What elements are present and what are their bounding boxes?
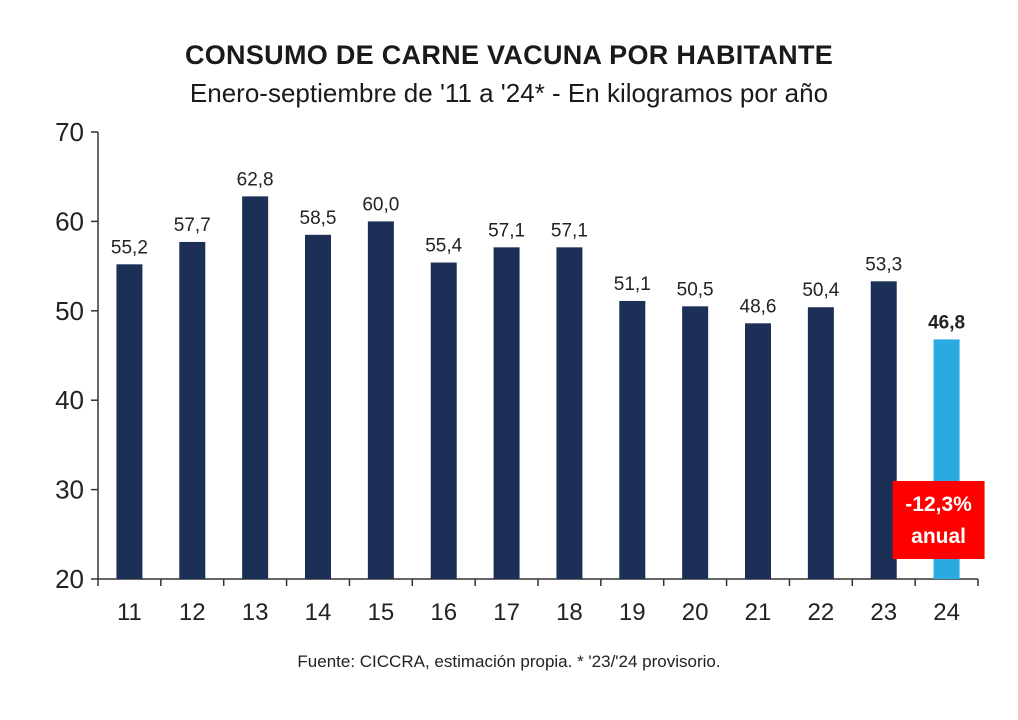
x-tick-label: 18 bbox=[556, 599, 583, 626]
bar bbox=[870, 281, 897, 579]
bar bbox=[242, 196, 269, 580]
x-tick-label: 12 bbox=[179, 599, 206, 626]
x-tick-label: 21 bbox=[745, 599, 772, 626]
y-axis: 20 30 40 50 60 70 bbox=[55, 117, 99, 594]
annotation-percent: -12,3% bbox=[905, 493, 972, 516]
bar bbox=[430, 262, 457, 579]
x-tick-label: 11 bbox=[117, 599, 142, 626]
data-label: 50,5 bbox=[677, 279, 714, 300]
x-tick-label: 24 bbox=[933, 599, 960, 626]
data-label: 57,7 bbox=[174, 215, 211, 236]
source-note: Fuente: CICCRA, estimación propia. * '23… bbox=[297, 652, 721, 671]
annual-change-annotation: -12,3% anual bbox=[892, 481, 985, 559]
data-label: 48,6 bbox=[740, 296, 777, 317]
y-tick-label: 50 bbox=[55, 296, 84, 326]
x-tick-label: 20 bbox=[682, 599, 709, 626]
data-label: 57,1 bbox=[488, 220, 525, 241]
x-tick-label: 23 bbox=[870, 599, 897, 626]
data-label: 57,1 bbox=[551, 220, 588, 241]
bars: 55,2 57,7 62,8 58,5 60,0 55,4 57,1 57,1 51,1 50,5… bbox=[111, 169, 965, 580]
annotation-label: anual bbox=[911, 525, 966, 548]
data-label: 46,8 bbox=[928, 312, 965, 333]
x-tick-label: 13 bbox=[242, 599, 269, 626]
annotation-box bbox=[892, 481, 985, 559]
bar bbox=[367, 221, 394, 579]
data-label: 55,4 bbox=[425, 236, 462, 257]
data-label: 50,4 bbox=[802, 280, 839, 301]
data-label: 58,5 bbox=[300, 208, 337, 229]
x-tick-label: 14 bbox=[305, 599, 332, 626]
bar bbox=[807, 307, 834, 579]
bar bbox=[682, 306, 709, 579]
x-tick-label: 22 bbox=[808, 599, 835, 626]
data-label: 51,1 bbox=[614, 274, 651, 295]
bar bbox=[745, 323, 771, 579]
bar bbox=[619, 300, 646, 579]
bar bbox=[179, 241, 206, 579]
y-tick-label: 40 bbox=[55, 385, 84, 415]
bar bbox=[116, 264, 143, 579]
x-tick-label: 16 bbox=[430, 599, 457, 626]
y-tick-label: 30 bbox=[55, 475, 84, 505]
y-tick-label: 70 bbox=[55, 117, 84, 147]
y-tick-label: 20 bbox=[55, 564, 84, 594]
chart-subtitle: Enero-septiembre de '11 a '24* - En kilo… bbox=[189, 78, 829, 108]
bar bbox=[556, 247, 583, 580]
x-axis: 11 12 13 14 15 16 17 18 19 20 21 22 23 24 bbox=[97, 578, 979, 626]
bar bbox=[305, 234, 331, 579]
data-label: 62,8 bbox=[237, 169, 274, 190]
chart-title: CONSUMO DE CARNE VACUNA POR HABITANTE bbox=[184, 40, 834, 70]
x-tick-label: 17 bbox=[493, 599, 520, 626]
bar bbox=[493, 247, 520, 580]
data-label: 60,0 bbox=[362, 194, 399, 215]
y-tick-label: 60 bbox=[55, 206, 84, 236]
data-label: 53,3 bbox=[865, 254, 902, 275]
x-tick-label: 19 bbox=[619, 599, 646, 626]
data-label: 55,2 bbox=[111, 237, 148, 258]
x-tick-label: 15 bbox=[368, 599, 395, 626]
